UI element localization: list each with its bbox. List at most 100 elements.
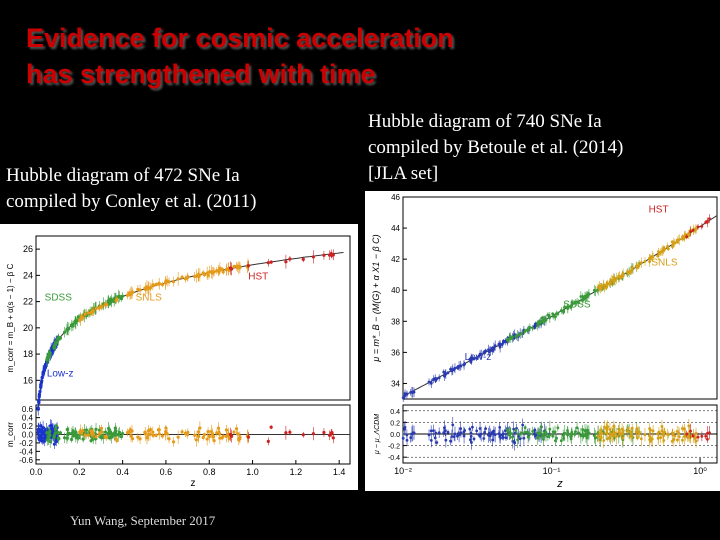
series-label-sdss: SDSS bbox=[45, 292, 73, 303]
residual-point bbox=[708, 431, 711, 435]
residual-point bbox=[551, 434, 555, 438]
data-point bbox=[127, 291, 131, 295]
residual-point bbox=[563, 431, 567, 435]
residual-point bbox=[528, 432, 532, 436]
residual-point bbox=[459, 431, 463, 435]
residual-point bbox=[522, 436, 526, 440]
residual-point bbox=[52, 442, 57, 446]
residual-point bbox=[585, 428, 589, 432]
residual-point bbox=[691, 434, 695, 438]
residual-point bbox=[479, 432, 483, 436]
residual-point bbox=[201, 435, 205, 440]
residual-point bbox=[65, 427, 69, 432]
residual-point bbox=[662, 439, 666, 442]
data-point bbox=[154, 282, 158, 287]
data-point bbox=[500, 343, 504, 346]
residual-point bbox=[237, 438, 241, 442]
residual-point bbox=[469, 434, 473, 438]
data-point bbox=[670, 240, 674, 244]
data-point bbox=[661, 247, 665, 251]
data-point bbox=[116, 294, 120, 299]
residual-point bbox=[45, 431, 49, 435]
x-tick-label: 1.4 bbox=[333, 467, 346, 477]
residual-point bbox=[52, 434, 56, 438]
residual-point bbox=[685, 432, 689, 436]
caption-left-line-1: Hubble diagram of 472 SNe Ia bbox=[6, 165, 240, 186]
residual-point bbox=[677, 432, 681, 435]
residual-point bbox=[620, 427, 624, 431]
residual-point bbox=[71, 429, 75, 433]
residual-point bbox=[649, 428, 652, 432]
residual-point bbox=[605, 427, 609, 431]
residual-point bbox=[559, 439, 563, 443]
residual-point bbox=[444, 438, 448, 442]
data-point bbox=[78, 318, 82, 322]
residual-point bbox=[205, 437, 209, 441]
residual-point bbox=[433, 436, 437, 440]
data-point bbox=[37, 395, 41, 399]
data-point bbox=[211, 270, 216, 274]
data-point bbox=[119, 296, 123, 301]
residual-point bbox=[523, 430, 527, 434]
residual-point bbox=[639, 437, 643, 441]
residual-point bbox=[648, 435, 652, 439]
series-snls bbox=[78, 258, 250, 447]
data-point bbox=[525, 328, 529, 332]
residual-point bbox=[40, 427, 44, 432]
residual-point bbox=[531, 430, 535, 433]
residual-point bbox=[210, 432, 214, 436]
plot-background bbox=[365, 191, 720, 491]
x-tick-label: 0.4 bbox=[116, 467, 129, 477]
data-point bbox=[551, 312, 555, 316]
residual-point bbox=[62, 436, 67, 440]
residual-point bbox=[71, 434, 75, 438]
residual-point bbox=[432, 429, 435, 433]
data-point bbox=[469, 360, 473, 364]
residual-point bbox=[513, 441, 517, 445]
series-label-hst: HST bbox=[248, 271, 268, 282]
residual-point bbox=[503, 429, 507, 433]
x-tick-label: 10⁻² bbox=[394, 466, 412, 476]
residual-point bbox=[127, 430, 131, 434]
data-point bbox=[114, 299, 118, 303]
title-line-2: has strengthened with time bbox=[26, 59, 376, 89]
residual-point bbox=[311, 432, 315, 436]
data-point bbox=[136, 287, 140, 291]
y-tick-label-top: 38 bbox=[391, 317, 400, 326]
data-point bbox=[490, 346, 494, 350]
residual-point bbox=[671, 433, 675, 437]
data-point bbox=[100, 305, 104, 309]
data-point bbox=[472, 357, 476, 361]
residual-point bbox=[602, 439, 606, 442]
data-point bbox=[531, 326, 535, 330]
data-point bbox=[541, 316, 544, 320]
residual-point bbox=[401, 436, 405, 440]
data-point bbox=[453, 366, 457, 370]
data-point bbox=[681, 235, 684, 239]
residual-point bbox=[694, 439, 698, 443]
data-point bbox=[401, 396, 405, 400]
x-tick-label: 1.0 bbox=[246, 467, 259, 477]
residual-point bbox=[70, 431, 74, 435]
data-point bbox=[506, 339, 510, 343]
y-tick-label-bottom: -0.4 bbox=[19, 447, 33, 456]
residual-point bbox=[143, 432, 148, 436]
residual-point bbox=[232, 430, 236, 434]
residual-point bbox=[575, 426, 579, 430]
residual-point bbox=[661, 432, 665, 436]
data-point bbox=[437, 376, 441, 380]
residual-point bbox=[471, 425, 474, 429]
residual-point bbox=[429, 429, 433, 433]
data-point bbox=[97, 306, 101, 310]
data-point bbox=[230, 267, 234, 271]
residual-point bbox=[541, 433, 545, 437]
plot-background bbox=[0, 224, 358, 490]
data-point bbox=[541, 319, 545, 323]
residual-point bbox=[218, 432, 222, 436]
residual-point bbox=[49, 424, 53, 428]
residual-point bbox=[146, 429, 151, 433]
data-point bbox=[176, 277, 180, 281]
residual-point bbox=[536, 431, 540, 435]
residual-point bbox=[512, 427, 516, 431]
data-point bbox=[121, 294, 125, 298]
